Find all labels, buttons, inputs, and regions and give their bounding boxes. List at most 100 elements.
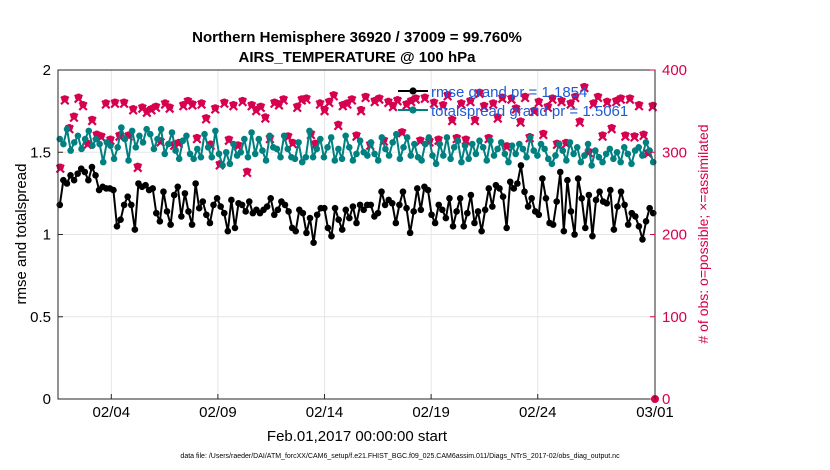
totalspread-point	[302, 153, 310, 161]
obs-possible-marker	[462, 135, 470, 143]
legend-label-totalspread: totalspread grand pr = 1.5061	[431, 103, 628, 120]
rmse-point	[156, 218, 164, 225]
totalspread-point	[468, 140, 476, 148]
totalspread-point	[183, 132, 190, 140]
rmse-point	[464, 209, 471, 217]
totalspread-point	[519, 145, 527, 153]
obs-assimilated-marker	[392, 96, 403, 106]
rmse-point	[224, 227, 232, 235]
totalspread-point	[295, 139, 302, 146]
rmse-point	[110, 186, 117, 194]
rmse-point	[181, 190, 189, 197]
obs-possible-marker	[580, 82, 588, 91]
rmse-point	[396, 201, 403, 209]
obs-assimilated-marker	[87, 116, 97, 126]
rmse-point	[481, 206, 489, 214]
obs-assimilated-marker	[374, 95, 384, 105]
totalspread-point	[526, 134, 534, 141]
rmse-point	[410, 208, 417, 215]
totalspread-point	[570, 150, 577, 158]
obs-assimilated-marker	[142, 108, 152, 118]
totalspread-point	[121, 135, 129, 143]
rmse-point	[346, 214, 353, 222]
totalspread-point	[114, 144, 121, 151]
rmse-point	[285, 208, 292, 215]
obs-possible-marker	[211, 104, 219, 112]
totalspread-point	[284, 145, 292, 153]
rmse-point	[560, 227, 568, 235]
rmse-point	[603, 199, 611, 207]
totalspread-point	[241, 135, 248, 143]
rmse-point	[342, 206, 350, 214]
obs-assimilated-marker	[256, 103, 266, 113]
totalspread-point	[78, 145, 85, 153]
totalspread-point	[298, 158, 306, 166]
rmse-point	[167, 221, 174, 228]
obs-assimilated-marker	[429, 99, 439, 109]
rmse-point	[299, 209, 307, 217]
obs-assimilated-marker	[110, 99, 120, 109]
obs-possible-marker	[416, 136, 424, 144]
rmse-point	[610, 226, 618, 233]
totalspread-point	[548, 160, 556, 168]
obs-possible-marker	[439, 100, 447, 109]
rmse-point	[485, 185, 493, 192]
obs-assimilated-marker	[288, 139, 298, 149]
obs-assimilated-marker	[370, 97, 380, 107]
rmse-point	[174, 183, 182, 191]
rmse-point	[449, 222, 457, 230]
obs-assimilated-marker	[260, 113, 270, 124]
totalspread-point	[642, 139, 650, 146]
rmse-point	[281, 201, 289, 209]
obs-possible-marker	[548, 94, 557, 102]
totalspread-point	[628, 160, 635, 168]
obs-assimilated-marker	[520, 93, 530, 103]
obs-possible-marker	[530, 106, 538, 114]
obs-possible-marker	[61, 95, 69, 103]
obs-assimilated-marker	[320, 106, 330, 116]
rmse-point	[217, 203, 224, 210]
totalspread-point	[201, 130, 208, 138]
obs-possible-marker	[111, 98, 119, 106]
rmse-point	[388, 199, 396, 207]
totalspread-point	[92, 135, 100, 143]
rmse-point	[88, 163, 96, 171]
totalspread-point	[230, 140, 237, 148]
rmse-point	[353, 219, 360, 227]
obs-assimilated-marker	[634, 101, 644, 111]
totalspread-point	[566, 139, 574, 146]
rmse-point	[313, 211, 321, 219]
obs-assimilated-marker	[324, 98, 334, 108]
legend-marker-totalspread	[409, 106, 417, 114]
rmse-point	[621, 201, 628, 209]
y-tick-label: 0.5	[30, 309, 51, 326]
rmse-point	[585, 191, 593, 199]
rmse-point	[571, 231, 578, 238]
rmse-point	[399, 188, 407, 196]
rmse-point	[245, 198, 253, 205]
rmse-point	[142, 181, 149, 189]
obs-assimilated-marker	[493, 113, 503, 124]
totalspread-point	[157, 125, 165, 133]
obs-assimilated-marker	[588, 99, 599, 110]
totalspread-point	[418, 157, 425, 164]
obs-assimilated-marker	[607, 124, 617, 134]
totalspread-point	[70, 139, 78, 146]
obs-assimilated-marker	[60, 95, 70, 106]
rmse-point	[624, 221, 632, 228]
totalspread-point	[396, 155, 404, 163]
totalspread-point	[592, 147, 599, 154]
rmse-point	[92, 171, 99, 179]
obs-possible-marker	[129, 105, 137, 113]
obs-possible-marker	[626, 94, 634, 102]
totalspread-point	[338, 155, 346, 163]
obs-assimilated-marker	[411, 95, 421, 105]
obs-possible-marker	[334, 120, 342, 128]
totalspread-point	[400, 144, 407, 151]
x-tick-label: 02/14	[306, 404, 344, 421]
totalspread-point	[291, 155, 299, 163]
obs-possible-marker	[421, 93, 429, 101]
obs-assimilated-marker	[219, 99, 229, 109]
series-lines	[56, 124, 657, 247]
rmse-point	[85, 176, 92, 184]
